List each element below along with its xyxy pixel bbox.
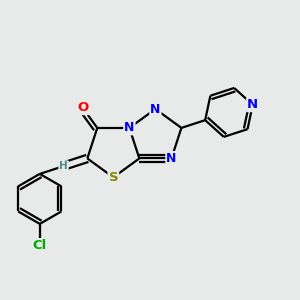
Text: H: H xyxy=(59,161,68,171)
Text: Cl: Cl xyxy=(33,239,47,252)
Text: N: N xyxy=(150,103,161,116)
Text: N: N xyxy=(166,152,177,165)
Text: N: N xyxy=(247,98,258,111)
Text: N: N xyxy=(124,122,135,134)
Text: O: O xyxy=(77,101,88,114)
Text: S: S xyxy=(109,171,118,184)
